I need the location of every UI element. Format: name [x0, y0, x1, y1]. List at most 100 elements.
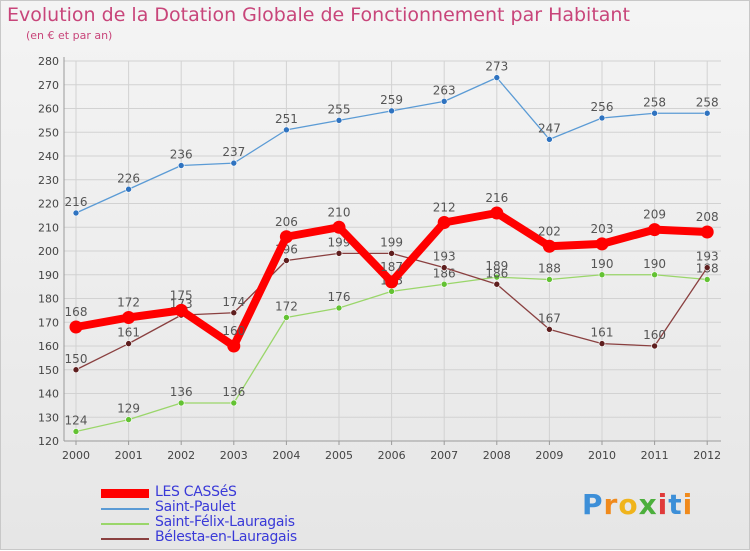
data-point-saint-felix-lauragais	[125, 416, 132, 423]
data-label-saint-paulet: 256	[591, 100, 614, 114]
data-label-les-casses: 160	[222, 324, 245, 338]
data-label-belesta-en-lauragais: 161	[591, 326, 614, 340]
legend-swatch	[101, 508, 149, 510]
data-label-saint-paulet: 258	[696, 95, 719, 109]
chart-subtitle: (en € et par an)	[26, 29, 113, 42]
data-point-belesta-en-lauragais	[230, 309, 238, 317]
data-point-saint-felix-lauragais	[230, 399, 238, 407]
data-point-les-casses	[69, 320, 83, 334]
x-tick-label: 2010	[588, 449, 616, 462]
x-tick-label: 2004	[272, 449, 300, 462]
x-tick-label: 2008	[483, 449, 511, 462]
data-label-saint-paulet: 255	[328, 102, 351, 116]
data-point-les-casses	[542, 239, 556, 253]
y-tick-label: 200	[38, 245, 59, 258]
data-label-saint-paulet: 273	[485, 60, 508, 74]
data-point-belesta-en-lauragais	[72, 366, 80, 374]
data-point-les-casses	[122, 311, 136, 324]
data-point-belesta-en-lauragais	[703, 264, 711, 271]
data-label-saint-paulet: 237	[222, 145, 245, 159]
data-point-saint-felix-lauragais	[651, 271, 658, 279]
data-label-les-casses: 208	[696, 210, 719, 224]
data-label-saint-paulet: 258	[643, 95, 666, 109]
x-tick-label: 2005	[325, 449, 353, 462]
data-point-les-casses	[490, 206, 504, 220]
data-label-les-casses: 203	[591, 222, 614, 236]
data-point-saint-felix-lauragais	[388, 288, 395, 295]
data-point-les-casses	[385, 275, 399, 289]
data-point-saint-paulet	[125, 185, 132, 193]
y-tick-label: 140	[38, 388, 59, 401]
y-tick-label: 230	[38, 174, 59, 187]
data-label-les-casses: 212	[433, 201, 456, 215]
legend-label: Bélesta-en-Lauragais	[155, 529, 297, 545]
data-point-saint-felix-lauragais	[493, 273, 501, 281]
x-tick-label: 2007	[430, 449, 458, 462]
logo-letter: P	[582, 488, 604, 521]
data-point-saint-paulet	[230, 159, 238, 167]
data-label-saint-felix-lauragais: 188	[538, 262, 561, 276]
data-label-belesta-en-lauragais: 199	[380, 235, 403, 249]
x-tick-label: 2001	[115, 449, 143, 462]
data-label-belesta-en-lauragais: 174	[222, 295, 245, 309]
data-label-les-casses: 172	[117, 296, 140, 310]
y-tick-label: 210	[38, 221, 59, 234]
data-point-saint-felix-lauragais	[440, 280, 448, 288]
data-label-les-casses: 187	[380, 260, 403, 274]
data-point-saint-paulet	[493, 74, 501, 81]
chart-title: Evolution de la Dotation Globale de Fonc…	[7, 4, 630, 26]
data-point-saint-felix-lauragais	[177, 399, 185, 407]
data-label-saint-felix-lauragais: 124	[65, 414, 88, 428]
data-label-les-casses: 202	[538, 224, 561, 238]
y-tick-label: 280	[38, 55, 59, 68]
y-tick-label: 150	[38, 364, 59, 377]
data-point-les-casses	[174, 303, 188, 317]
proxiti-logo: Proxiti	[582, 488, 693, 521]
y-tick-label: 170	[38, 316, 59, 329]
data-point-saint-paulet	[440, 98, 448, 105]
x-tick-label: 2003	[220, 449, 248, 462]
data-label-belesta-en-lauragais: 186	[485, 266, 508, 280]
data-point-les-casses	[437, 216, 451, 229]
data-label-saint-felix-lauragais: 136	[170, 385, 193, 399]
data-point-saint-paulet	[177, 162, 185, 169]
data-point-belesta-en-lauragais	[125, 340, 132, 347]
data-point-belesta-en-lauragais	[388, 250, 395, 257]
data-point-les-casses	[227, 339, 241, 353]
data-label-saint-felix-lauragais: 172	[275, 300, 298, 314]
y-tick-label: 160	[38, 340, 59, 353]
data-label-les-casses: 209	[643, 208, 666, 222]
y-tick-label: 120	[38, 435, 59, 448]
data-point-saint-felix-lauragais	[546, 276, 553, 283]
data-label-belesta-en-lauragais: 167	[538, 311, 561, 325]
data-point-saint-paulet	[72, 209, 80, 217]
y-tick-label: 180	[38, 293, 59, 306]
data-point-saint-felix-lauragais	[598, 271, 606, 279]
data-point-saint-paulet	[335, 117, 343, 124]
x-tick-label: 2006	[378, 449, 406, 462]
data-point-saint-felix-lauragais	[335, 304, 343, 312]
data-point-belesta-en-lauragais	[335, 250, 343, 257]
data-label-saint-felix-lauragais: 176	[328, 290, 351, 304]
legend-swatch	[101, 523, 149, 525]
data-label-saint-paulet: 259	[380, 93, 403, 107]
x-tick-label: 2002	[167, 449, 195, 462]
data-point-saint-paulet	[651, 109, 658, 117]
data-label-les-casses: 175	[170, 288, 193, 302]
data-label-belesta-en-lauragais: 150	[65, 352, 88, 366]
data-point-belesta-en-lauragais	[283, 257, 290, 264]
logo-letter: i	[657, 488, 669, 521]
legend-swatch	[101, 538, 149, 540]
data-label-les-casses: 216	[485, 191, 508, 205]
logo-letter: r	[603, 488, 619, 521]
data-point-belesta-en-lauragais	[598, 340, 606, 347]
data-point-belesta-en-lauragais	[651, 342, 658, 350]
logo-letter: o	[618, 488, 639, 521]
data-point-saint-paulet	[388, 107, 395, 115]
legend-label: Saint-Félix-Lauragais	[155, 514, 295, 530]
x-tick-label: 2009	[535, 449, 563, 462]
x-tick-label: 2000	[62, 449, 90, 462]
data-label-belesta-en-lauragais: 193	[433, 250, 456, 264]
